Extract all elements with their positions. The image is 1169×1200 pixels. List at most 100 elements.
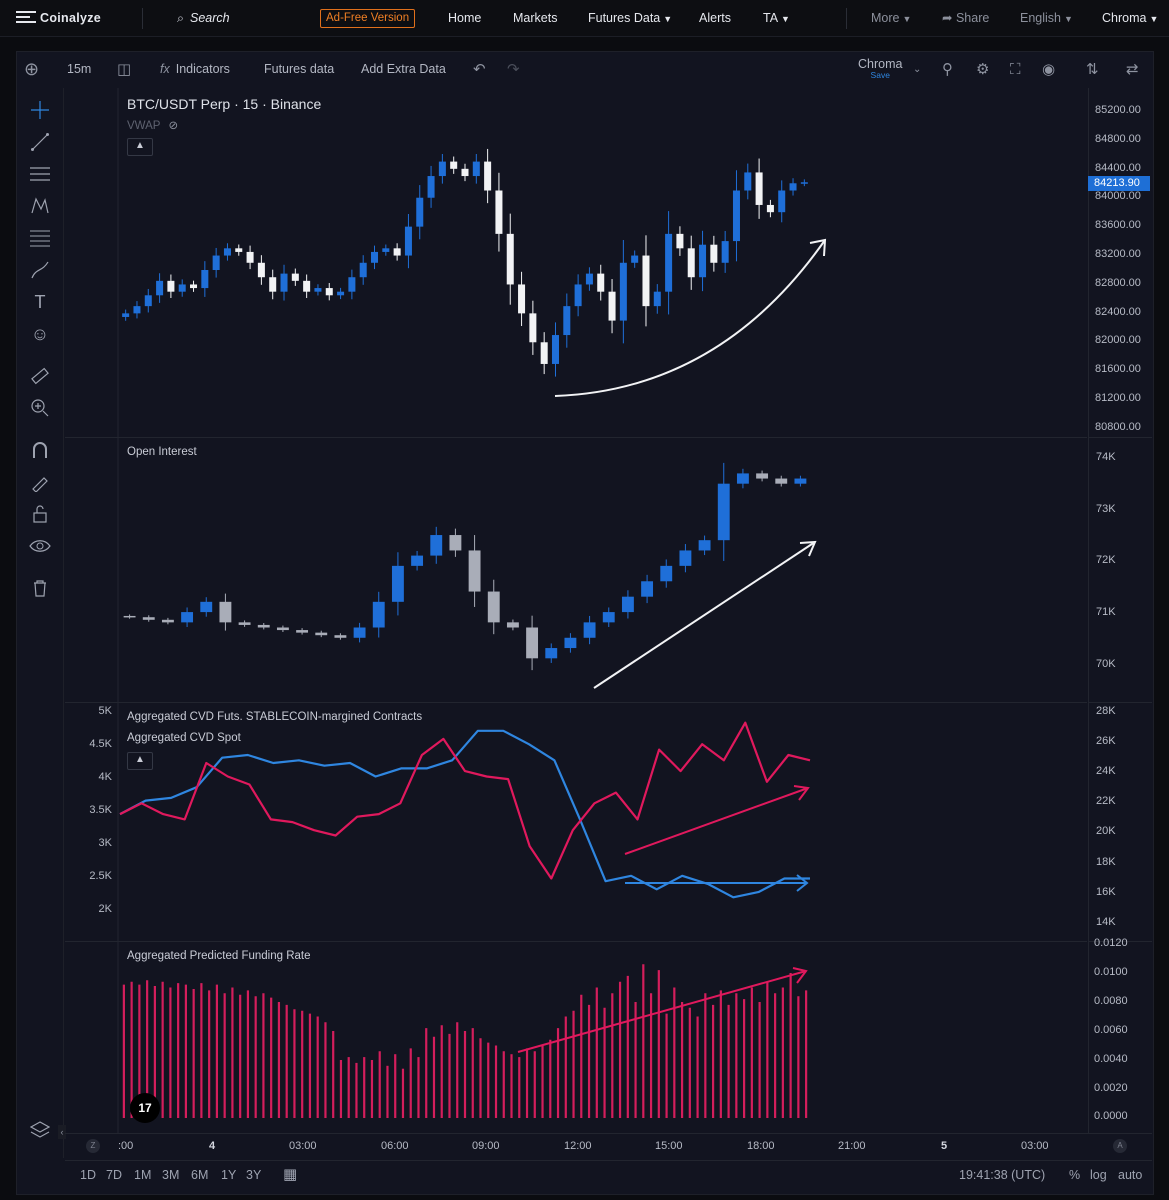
oi-candle (717, 483, 730, 541)
pattern-tool-icon[interactable] (28, 194, 52, 218)
vwap-indicator[interactable]: VWAP ⊘ (127, 118, 178, 132)
price-axis[interactable] (1088, 88, 1152, 438)
price-candle (257, 262, 265, 278)
cvd-pane[interactable] (65, 703, 1087, 942)
oi-axis[interactable] (1088, 438, 1152, 703)
lock-drawing-icon[interactable] (28, 470, 52, 494)
cvd-axis-right-label: 16K (1096, 885, 1116, 898)
price-candle (699, 244, 707, 278)
trend-line-icon[interactable] (28, 130, 52, 154)
collapse-cvd-button[interactable]: ▲ (127, 752, 153, 770)
nav-markets[interactable]: Markets (513, 11, 558, 25)
eye-hidden-icon[interactable]: ⊘ (168, 120, 179, 132)
auto-scale-button[interactable]: A (1113, 1139, 1127, 1153)
range-button-7d[interactable]: 7D (106, 1168, 122, 1182)
percent-toggle[interactable]: % (1069, 1168, 1081, 1182)
price-candle (450, 161, 458, 169)
ruler-icon[interactable] (28, 364, 52, 388)
collapse-indicators-button[interactable]: ▲ (127, 138, 153, 156)
futures-data-button[interactable]: Futures data (264, 62, 335, 76)
theme-select[interactable]: Chroma ▼ (1102, 0, 1158, 37)
nav-more[interactable]: More ▼ (871, 0, 911, 37)
eye-icon[interactable] (28, 534, 52, 558)
layers-icon[interactable] (28, 1118, 52, 1142)
quick-search-icon[interactable]: ⚲ (942, 61, 953, 78)
price-candle (371, 251, 379, 263)
top-navigation: Coinalyze ⌕ Search Ad-Free Version Home M… (0, 0, 1169, 37)
oi-candle (698, 540, 711, 551)
ad-free-button[interactable]: Ad-Free Version (320, 9, 416, 28)
open-interest-pane[interactable] (65, 438, 1087, 703)
add-extra-data-button[interactable]: Add Extra Data (361, 62, 446, 76)
clock[interactable]: 19:41:38 (UTC) (959, 1168, 1046, 1182)
range-button-1y[interactable]: 1Y (221, 1168, 237, 1182)
nav-alerts[interactable]: Alerts (699, 11, 731, 25)
layout-name: Chroma (858, 57, 903, 71)
price-candle (642, 255, 650, 307)
indicators-button[interactable]: fx Indicators (160, 51, 230, 88)
layout-save-button[interactable]: Chroma Save (858, 58, 902, 84)
oi-candle (238, 622, 251, 625)
funding-axis-label: 0.0080 (1094, 994, 1128, 1007)
nav-ta[interactable]: TA ▼ (763, 0, 790, 37)
range-button-3m[interactable]: 3M (162, 1168, 180, 1182)
vwap-label: VWAP (127, 120, 161, 132)
log-toggle[interactable]: log (1090, 1168, 1107, 1182)
add-symbol-icon[interactable]: ⊕ (24, 59, 40, 79)
oi-candle (468, 550, 481, 592)
swap-icon[interactable]: ⇄ (1126, 61, 1139, 78)
search-icon: ⌕ (177, 11, 185, 25)
time-axis[interactable] (65, 1133, 1152, 1159)
fullscreen-icon[interactable]: ⛶ (1010, 61, 1021, 78)
search-box[interactable]: ⌕ Search (177, 0, 230, 37)
price-candle (348, 277, 356, 292)
timezone-button[interactable]: Z (86, 1139, 100, 1153)
lock-icon[interactable] (28, 502, 52, 526)
range-button-1m[interactable]: 1M (134, 1168, 152, 1182)
price-pane[interactable] (65, 88, 1087, 438)
candle-type-icon[interactable]: ◫ (117, 61, 132, 78)
nav-home[interactable]: Home (448, 11, 482, 25)
chart-toolbar: ⊕ 15m ◫ fx Indicators Futures data Add Ex… (16, 51, 1154, 88)
price-candle (687, 248, 695, 278)
range-button-1d[interactable]: 1D (80, 1168, 96, 1182)
logo[interactable]: Coinalyze (16, 0, 101, 37)
nav-futures-data[interactable]: Futures Data ▼ (588, 0, 672, 37)
horizontal-lines-icon[interactable] (28, 162, 52, 186)
function-icon: fx (160, 62, 170, 76)
auto-toggle[interactable]: auto (1118, 1168, 1143, 1182)
emoji-icon[interactable]: ☺ (30, 324, 50, 344)
price-candle (269, 277, 277, 292)
funding-axis[interactable] (1088, 942, 1152, 1133)
calendar-icon[interactable]: ▦ (283, 1166, 298, 1183)
menu-icon[interactable] (16, 10, 36, 24)
settings-gear-icon[interactable]: ⚙ (976, 61, 990, 78)
trash-icon[interactable] (28, 576, 52, 600)
price-axis-label: 80800.00 (1095, 420, 1141, 433)
brush-icon[interactable] (28, 258, 52, 282)
price-candle (416, 197, 424, 227)
price-candle (303, 280, 311, 292)
collapse-sidebar-icon[interactable]: ‹ (58, 1125, 66, 1139)
range-button-6m[interactable]: 6M (191, 1168, 209, 1182)
compare-arrows-icon[interactable]: ⇅ (1086, 61, 1099, 78)
price-candle (167, 280, 175, 292)
tradingview-logo[interactable]: 17 (130, 1093, 160, 1123)
crosshair-icon[interactable] (28, 98, 52, 122)
text-tool-icon[interactable]: T (34, 292, 46, 312)
redo-icon[interactable]: ↷ (507, 61, 520, 78)
range-button-3y[interactable]: 3Y (246, 1168, 262, 1182)
camera-icon[interactable]: ◉ (1042, 61, 1056, 78)
fib-retracement-icon[interactable] (28, 226, 52, 250)
price-candle (235, 248, 243, 252)
undo-icon[interactable]: ↶ (473, 61, 486, 78)
interval-select[interactable]: 15m (67, 62, 92, 76)
cvd-axis-right-label: 24K (1096, 765, 1116, 778)
language-select[interactable]: English ▼ (1020, 0, 1073, 37)
time-axis-label: 09:00 (472, 1140, 500, 1152)
share-button[interactable]: ➦ Share (942, 0, 989, 37)
magnet-icon[interactable] (28, 438, 52, 462)
zoom-in-icon[interactable] (28, 396, 52, 420)
chevron-down-icon[interactable]: ⌄ (913, 64, 922, 75)
cvd-axis-right[interactable] (1088, 703, 1152, 942)
